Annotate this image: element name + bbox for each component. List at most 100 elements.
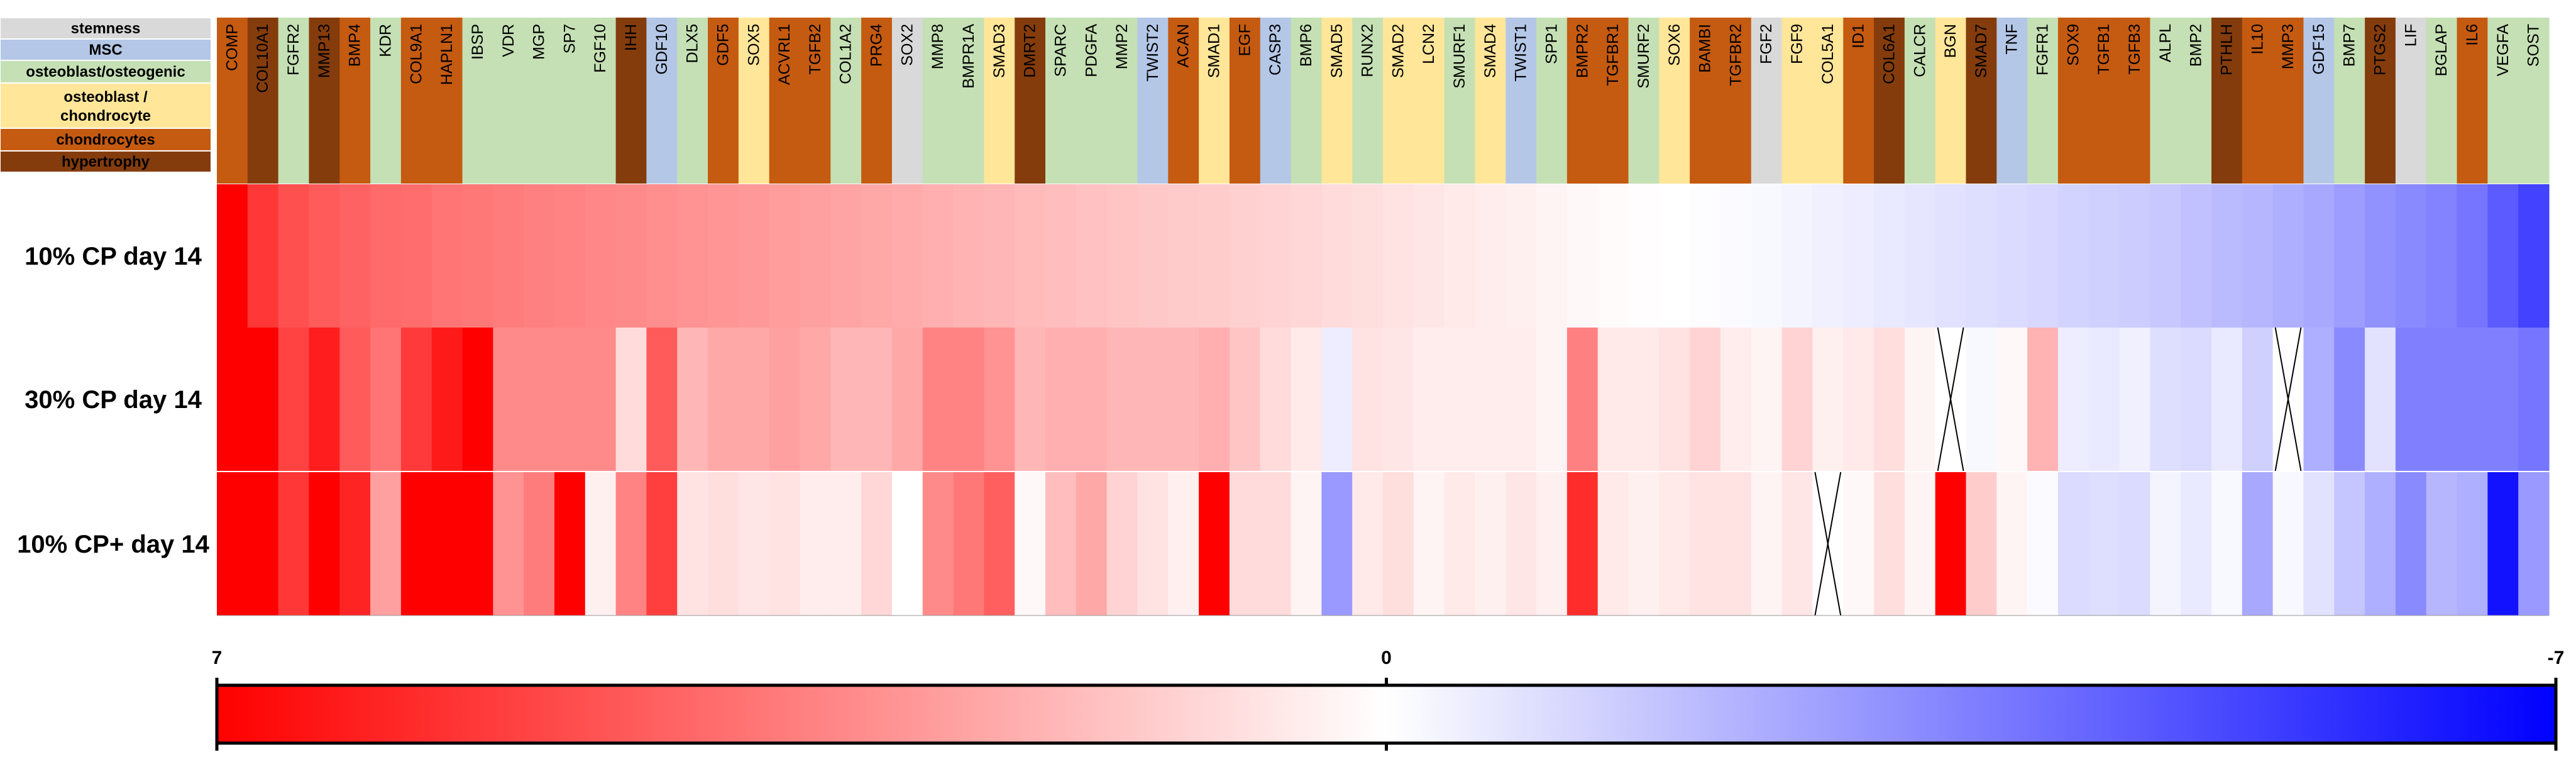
cell-r0-kdr <box>370 184 402 328</box>
gene-label-casp3: CASP3 <box>1267 24 1284 75</box>
cell-r2-comp <box>217 472 248 615</box>
cell-r0-col10a1 <box>247 184 279 328</box>
gene-label-col5a1: COL5A1 <box>1819 24 1837 84</box>
gene-label-acan: ACAN <box>1175 24 1192 67</box>
cell-r1-col1a2 <box>830 328 862 471</box>
gene-label-mgp: MGP <box>531 24 548 60</box>
cell-r1-fgf9 <box>1781 328 1814 471</box>
cell-r2-acan <box>1168 472 1199 615</box>
gene-label-sox5: SOX5 <box>745 24 762 66</box>
gene-header-cell-sp7 <box>554 18 586 184</box>
cell-r1-dlx5 <box>677 328 708 471</box>
cell-r0-fgf10 <box>585 184 617 328</box>
gene-header-cell-bmp4 <box>339 18 371 184</box>
cell-r0-tnf <box>1996 184 2028 328</box>
cell-r1-tgfb3 <box>2119 328 2150 471</box>
gene-label-gdf15: GDF15 <box>2310 24 2328 75</box>
cell-r0-sox6 <box>1659 184 1690 328</box>
cell-r1-smurf1 <box>1444 328 1476 471</box>
gene-label-bgn: BGN <box>1942 24 1959 58</box>
cell-r0-col9a1 <box>400 184 432 328</box>
gene-header-cell-tgfb2 <box>800 18 831 184</box>
gene-header-cell-bmp6 <box>1291 18 1322 184</box>
gene-label-id1: ID1 <box>1850 24 1868 48</box>
cell-r0-col1a2 <box>830 184 862 328</box>
cell-r1-sox2 <box>891 328 923 471</box>
gene-header-cell-bmp7 <box>2334 18 2365 184</box>
cell-r0-fgf2 <box>1751 184 1783 328</box>
gene-header-cell-fgfr2 <box>278 18 310 184</box>
legend-swatch-0 <box>0 17 212 40</box>
gene-label-alpl: ALPL <box>2157 24 2174 62</box>
gene-label-gdf5: GDF5 <box>714 24 732 66</box>
gene-header-cell-ibsp <box>462 18 493 184</box>
cell-r2-sparc <box>1045 472 1077 615</box>
row-label-1: 30% CP day 14 <box>25 386 202 414</box>
cell-r1-sox5 <box>738 328 770 471</box>
gene-label-tnf: TNF <box>2003 24 2021 55</box>
gene-header-cell-smad7 <box>1966 18 1997 184</box>
cell-r2-gdf5 <box>708 472 739 615</box>
gene-label-bmp4: BMP4 <box>346 24 364 67</box>
cell-r0-fgfr2 <box>278 184 310 328</box>
cell-r2-mmp2 <box>1106 472 1138 615</box>
cell-r2-mmp13 <box>309 472 340 615</box>
gene-header-cell-comp <box>217 18 248 184</box>
gene-header-cell-tgfbr2 <box>1720 18 1752 184</box>
gene-header-cell-tnf <box>1996 18 2028 184</box>
gene-label-tgfb3: TGFB3 <box>2126 24 2144 75</box>
cell-r0-tgfbr1 <box>1597 184 1629 328</box>
cell-r0-runx2 <box>1352 184 1384 328</box>
cell-r2-tgfb3 <box>2119 472 2150 615</box>
cell-r1-smad2 <box>1383 328 1414 471</box>
cell-r1-mgp <box>524 328 555 471</box>
cell-r0-egf <box>1229 184 1261 328</box>
cell-r0-spp1 <box>1536 184 1568 328</box>
cell-r1-smad1 <box>1199 328 1230 471</box>
cell-r0-smad4 <box>1475 184 1506 328</box>
cell-r2-smad2 <box>1383 472 1414 615</box>
missing-cross-b-r1-67 <box>2274 327 2302 472</box>
cell-r1-il6 <box>2457 328 2488 471</box>
gene-header-cell-col5a1 <box>1812 18 1844 184</box>
gene-label-fgf9: FGF9 <box>1788 24 1806 64</box>
cell-r0-dmrt2 <box>1015 184 1046 328</box>
gene-header-cell-kdr <box>370 18 402 184</box>
cell-r2-fgfr1 <box>2027 472 2059 615</box>
cell-r0-pthlh <box>2211 184 2243 328</box>
gene-header-cell-sox2 <box>891 18 923 184</box>
cell-r2-id1 <box>1843 472 1874 615</box>
cell-r2-gdf15 <box>2303 472 2335 615</box>
gene-header-cell-sparc <box>1045 18 1077 184</box>
cell-r0-tgfb3 <box>2119 184 2150 328</box>
gene-header-cell-tgfbr1 <box>1597 18 1629 184</box>
cell-r2-smad7 <box>1966 472 1997 615</box>
cell-r2-il10 <box>2242 472 2274 615</box>
cell-r1-lcn2 <box>1413 328 1445 471</box>
gene-header-cell-dlx5 <box>677 18 708 184</box>
gene-header-cell-col9a1 <box>400 18 432 184</box>
gene-label-pthlh: PTHLH <box>2218 24 2235 75</box>
colorbar: 7 0 -7 <box>212 648 2564 751</box>
cell-r2-smad3 <box>984 472 1015 615</box>
legend-swatch-1 <box>0 38 212 61</box>
cell-r0-mmp13 <box>309 184 340 328</box>
cell-r2-tgfb1 <box>2088 472 2120 615</box>
gene-header-cell-col1a2 <box>830 18 862 184</box>
cell-r2-mmp3 <box>2272 472 2304 615</box>
gene-header-cell-mmp13 <box>309 18 340 184</box>
cell-r1-sp7 <box>554 328 586 471</box>
cell-r0-acan <box>1168 184 1199 328</box>
gene-header-cell-vegfa <box>2487 18 2519 184</box>
cell-r2-smurf2 <box>1628 472 1660 615</box>
cell-r2-smad5 <box>1321 472 1353 615</box>
cell-r2-pdgfa <box>1076 472 1108 615</box>
cell-r1-bglap <box>2426 328 2458 471</box>
cell-r1-bmpr1a <box>953 328 984 471</box>
cell-r2-ibsp <box>462 472 493 615</box>
cell-r1-alpl <box>2150 328 2181 471</box>
cell-r2-prg4 <box>861 472 893 615</box>
colorbar-gradient <box>215 683 2558 745</box>
gene-label-smad7: SMAD7 <box>1973 24 1990 78</box>
legend-label-1: MSC <box>89 41 122 58</box>
